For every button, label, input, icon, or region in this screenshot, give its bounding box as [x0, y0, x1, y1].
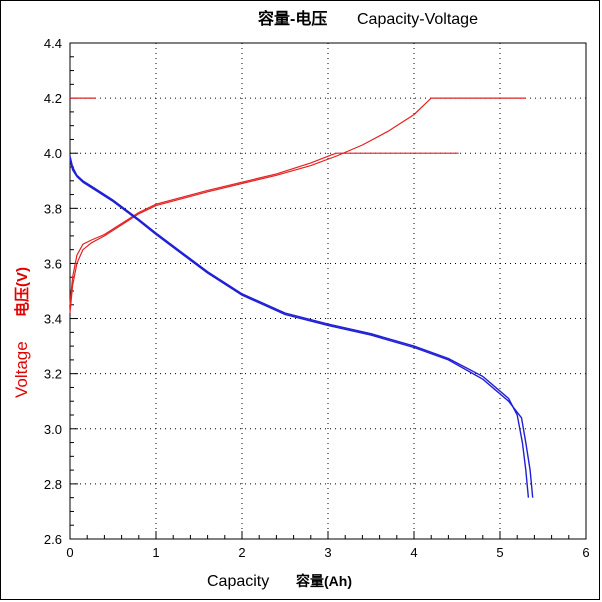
chart-title-en: Capacity-Voltage	[357, 11, 478, 28]
x-tick-label: 2	[238, 545, 245, 560]
plot-area-border	[69, 42, 587, 540]
x-tick-label: 6	[582, 545, 589, 560]
x-axis-label-cn: 容量(Ah)	[295, 573, 352, 589]
grid-lines	[70, 43, 586, 539]
y-tick-label: 3.8	[44, 201, 62, 216]
y-tick-label: 3.4	[44, 312, 62, 327]
charge-curve	[69, 152, 459, 305]
y-tick-label: 4.2	[44, 91, 62, 106]
x-axis-label-en: Capacity	[207, 573, 269, 590]
axis-ticks: 0 1 2 3 4 5 6 2.6 2.8 3.0 3.2 3.4 3.6 3.8 4.0 4.2 4.4	[44, 36, 590, 560]
y-axis-label-cn: 电压(V)	[13, 267, 31, 317]
y-tick-label: 3.6	[44, 256, 62, 271]
y-tick-label: 4.4	[44, 36, 62, 51]
y-axis-label-en: Voltage	[12, 341, 31, 398]
y-tick-label: 2.6	[44, 532, 62, 547]
x-tick-label: 5	[496, 545, 503, 560]
x-tick-label: 4	[410, 545, 417, 560]
y-tick-label: 3.2	[44, 367, 62, 382]
y-tick-label: 2.8	[44, 477, 62, 492]
x-tick-label: 1	[152, 545, 159, 560]
x-tick-label: 3	[324, 545, 331, 560]
discharge-curve	[69, 155, 530, 498]
charge-curve	[69, 97, 526, 314]
discharge-curve	[69, 158, 534, 498]
x-tick-label: 0	[66, 545, 73, 560]
y-tick-label: 3.0	[44, 422, 62, 437]
chart-title-cn: 容量-电压	[257, 9, 327, 28]
series-lines	[69, 97, 534, 498]
y-tick-label: 4.0	[44, 146, 62, 161]
